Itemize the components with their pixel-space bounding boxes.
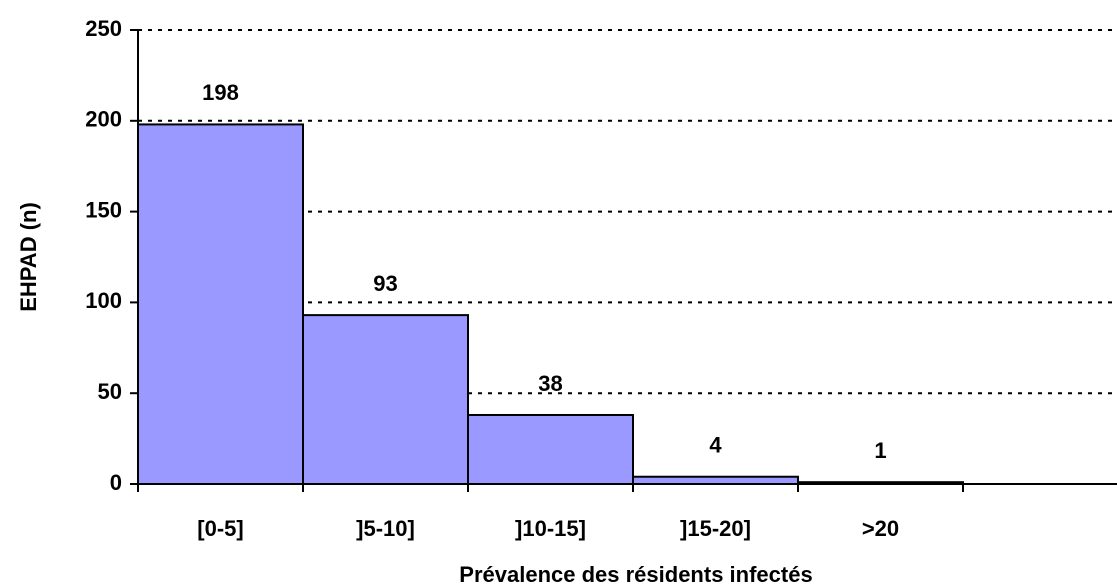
x-tick-label: ]5-10] (356, 516, 415, 541)
y-tick-label: 250 (85, 16, 122, 41)
x-tick-label: ]10-15] (515, 516, 586, 541)
data-label: 1 (874, 438, 886, 463)
y-tick-label: 50 (98, 379, 122, 404)
y-tick-label: 100 (85, 288, 122, 313)
y-tick-label: 200 (85, 107, 122, 132)
y-axis-title: EHPAD (n) (16, 202, 41, 312)
bar (302, 314, 469, 485)
bar (137, 123, 304, 485)
data-label: 93 (373, 271, 397, 296)
data-label: 38 (538, 371, 562, 396)
bar (632, 475, 799, 485)
data-label: 4 (709, 433, 722, 458)
x-tick-label: ]15-20] (680, 516, 751, 541)
x-axis-title: Prévalence des résidents infectés (459, 562, 812, 587)
x-tick-label: >20 (862, 516, 899, 541)
x-tick-label: [0-5] (197, 516, 243, 541)
y-tick-label: 150 (85, 197, 122, 222)
data-label: 198 (202, 80, 239, 105)
y-tick-label: 0 (110, 470, 122, 495)
bar (467, 413, 634, 486)
